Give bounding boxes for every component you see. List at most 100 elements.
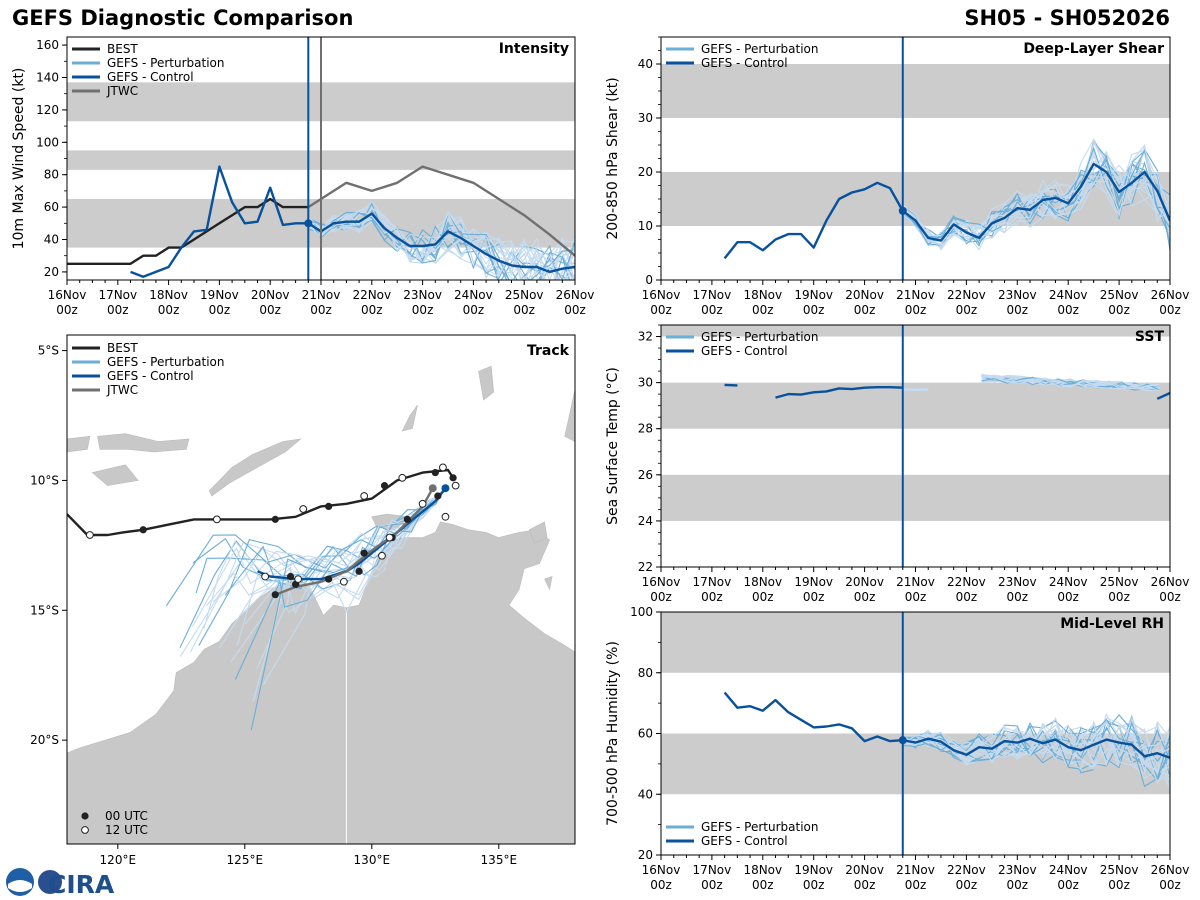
map-frame — [66, 334, 576, 845]
legend-marker-00utc — [81, 812, 89, 820]
best-12utc-marker — [294, 575, 303, 584]
x-tick-label: 00z — [803, 303, 825, 317]
x-tick-label: 00z — [854, 878, 876, 892]
best-12utc-marker — [299, 505, 308, 513]
legend-label-best: BEST — [107, 42, 138, 56]
x-tick-label: 21Nov — [896, 288, 935, 302]
x-tick-label: 21Nov — [896, 863, 935, 877]
x-tick-label: 24Nov — [454, 288, 493, 302]
x-tick-label: 00z — [701, 590, 723, 604]
y-tick-label: 10 — [638, 219, 653, 233]
land-mass — [544, 576, 553, 591]
lon-tick-label: 135°E — [481, 853, 518, 867]
best-12utc-marker — [212, 515, 221, 524]
panel-title: Mid-Level RH — [1060, 616, 1164, 632]
y-tick-label: 30 — [638, 376, 653, 390]
best-12utc-marker — [441, 512, 450, 521]
panel-title: Deep-Layer Shear — [1023, 41, 1164, 57]
y-tick-label: 160 — [36, 38, 59, 52]
x-tick-label: 24Nov — [1049, 863, 1088, 877]
perturbation-series-line — [902, 718, 1170, 788]
x-tick-label: 00z — [463, 303, 485, 317]
x-tick-label: 22Nov — [947, 863, 986, 877]
x-tick-label: 00z — [1007, 878, 1029, 892]
climatology-band — [661, 325, 1170, 337]
x-tick-label: 20Nov — [251, 288, 290, 302]
x-tick-label: 00z — [259, 303, 281, 317]
control-init-marker — [898, 206, 907, 215]
y-tick-label: 40 — [44, 233, 59, 247]
x-tick-label: 17Nov — [693, 863, 732, 877]
cira-globe-icon — [38, 870, 62, 894]
x-tick-label: 00z — [752, 590, 774, 604]
y-tick-label: 22 — [638, 560, 653, 574]
legend-label-perturbation: GEFS - Perturbation — [107, 355, 224, 369]
control-init-marker — [304, 219, 313, 228]
panel-track: 120°E 125°E 130°E 135°E 5°S 10°S 15°S 20°S Track… — [30, 334, 576, 867]
y-tick-label: 80 — [44, 168, 59, 182]
y-tick-label: 26 — [638, 468, 653, 482]
x-tick-label: 25Nov — [1100, 863, 1139, 877]
legend-label-control: GEFS - Control — [701, 834, 788, 848]
x-tick-label: 00z — [905, 590, 927, 604]
perturbation-series-line — [902, 720, 1170, 784]
x-tick-label: 00z — [752, 303, 774, 317]
y-tick-label: 140 — [36, 71, 59, 85]
x-tick-label: 00z — [209, 303, 231, 317]
best-00utc-marker — [355, 567, 363, 575]
x-tick-label: 00z — [701, 303, 723, 317]
x-tick-label: 00z — [650, 303, 672, 317]
legend-label-control: GEFS - Control — [701, 56, 788, 70]
x-tick-label: 00z — [1159, 303, 1181, 317]
gefs-control-series-line — [775, 386, 903, 399]
lon-tick-label: 130°E — [354, 853, 391, 867]
y-axis-label: 700-500 hPa Humidity (%) — [605, 641, 621, 826]
x-tick-label: 18Nov — [743, 575, 782, 589]
jtwc-track-line — [274, 487, 434, 596]
x-tick-label: 23Nov — [998, 863, 1037, 877]
x-tick-label: 00z — [107, 303, 129, 317]
x-tick-label: 22Nov — [947, 575, 986, 589]
x-tick-label: 00z — [1007, 303, 1029, 317]
best-12utc-marker — [385, 533, 394, 542]
best-00utc-marker — [139, 526, 147, 534]
best-00utc-marker — [449, 474, 457, 482]
best-series-line — [67, 197, 309, 265]
x-tick-label: 16Nov — [642, 863, 681, 877]
x-tick-label: 00z — [1108, 590, 1130, 604]
x-tick-label: 00z — [905, 303, 927, 317]
best-00utc-marker — [360, 549, 368, 557]
x-tick-label: 00z — [513, 303, 535, 317]
x-tick-label: 23Nov — [403, 288, 442, 302]
x-tick-label: 25Nov — [1100, 288, 1139, 302]
y-tick-label: 0 — [645, 273, 653, 287]
cira-logo: CIRA — [6, 868, 114, 898]
legend-label-00utc: 00 UTC — [105, 809, 148, 823]
x-tick-label: 00z — [1108, 303, 1130, 317]
cira-logo-text: CIRA — [48, 870, 114, 898]
x-tick-label: 17Nov — [98, 288, 137, 302]
panel-title: Intensity — [499, 41, 569, 57]
legend-label-control: GEFS - Control — [107, 369, 194, 383]
y-tick-label: 24 — [638, 514, 653, 528]
plot-area — [661, 325, 1170, 567]
x-tick-label: 00z — [56, 303, 78, 317]
control-series-line — [1156, 391, 1170, 400]
y-tick-label: 40 — [638, 787, 653, 801]
panel-intensity: 16Nov00z17Nov00z18Nov00z19Nov00z20Nov00z… — [11, 36, 594, 317]
x-tick-label: 21Nov — [302, 288, 341, 302]
x-tick-label: 16Nov — [642, 288, 681, 302]
land-mass — [97, 433, 190, 453]
lat-tick-label: 5°S — [38, 344, 59, 358]
x-tick-label: 21Nov — [896, 575, 935, 589]
x-tick-label: 00z — [1159, 878, 1181, 892]
plot-area — [67, 37, 575, 280]
x-tick-label: 00z — [1057, 303, 1079, 317]
best-12utc-marker — [451, 481, 460, 490]
legend-label-12utc: 12 UTC — [105, 823, 148, 837]
best-12utc-marker — [261, 572, 270, 581]
best-12utc-marker — [378, 551, 386, 560]
y-axis-label: 10m Max Wind Speed (kt) — [11, 68, 27, 250]
best-12utc-marker — [85, 531, 94, 539]
x-tick-label: 00z — [650, 878, 672, 892]
